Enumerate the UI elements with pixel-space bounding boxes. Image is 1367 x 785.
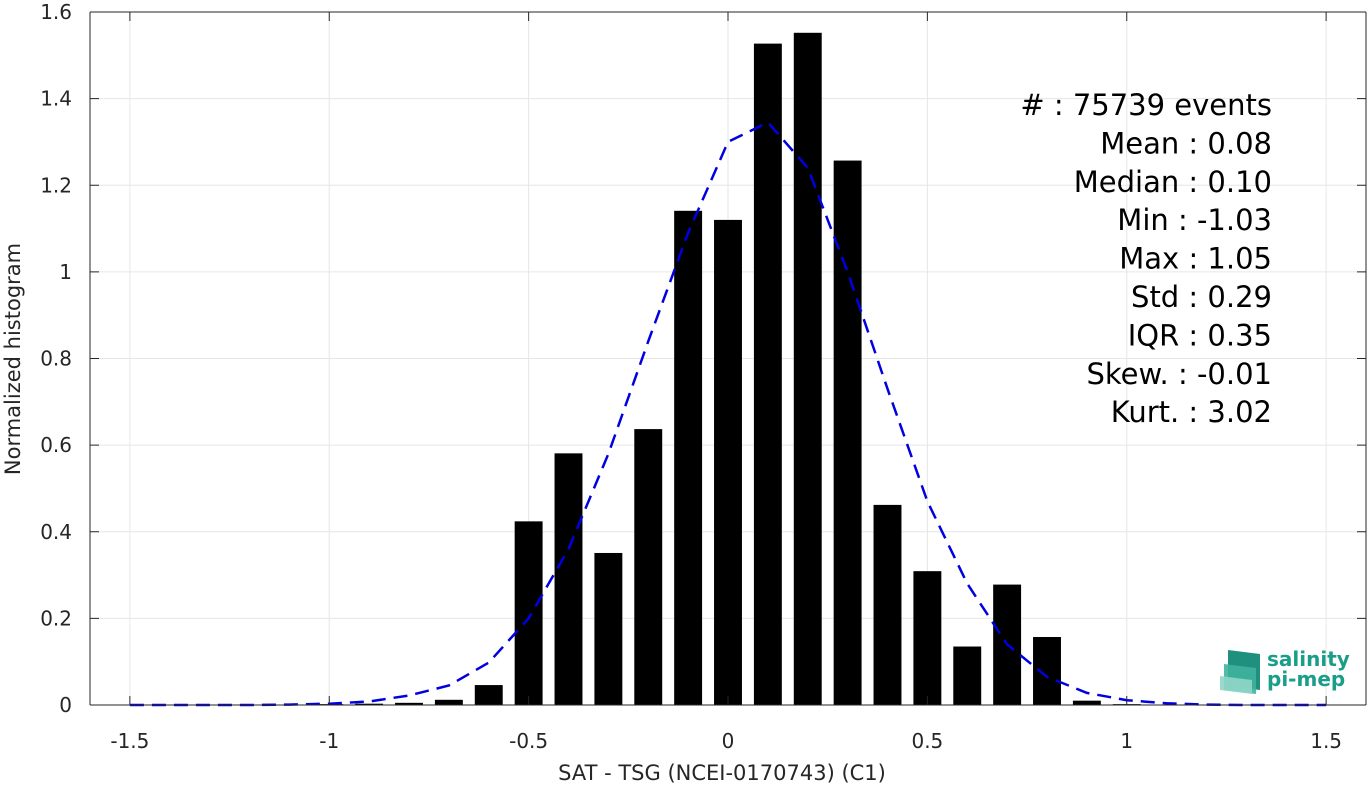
bar-11	[753, 43, 782, 706]
logo-mark-icon	[1220, 650, 1260, 694]
bar-18	[1033, 636, 1061, 705]
bar-1	[355, 703, 384, 705]
stat-line-2: Median : 0.10	[1074, 165, 1272, 199]
y-tick-label-2: 0.4	[40, 520, 72, 544]
y-tick-label-6: 1.2	[40, 173, 72, 197]
y-tick-label-5: 1	[59, 260, 72, 284]
bar-15	[913, 571, 942, 705]
x-tick-labels: -1.5 -1 -0.5 0 0.5 1 1.5	[110, 729, 1342, 753]
bar-4	[474, 685, 503, 705]
logo-line-1: salinity	[1267, 647, 1350, 671]
bar-9	[674, 210, 703, 705]
x-tick-label-2: -0.5	[509, 729, 548, 753]
stat-line-3: Min : -1.03	[1117, 203, 1272, 237]
salinity-pi-mep-logo: salinity pi-mep	[1220, 647, 1350, 694]
stat-line-8: Kurt. : 3.02	[1111, 395, 1272, 429]
bars-group	[315, 32, 1141, 706]
x-tick-label-6: 1.5	[1310, 729, 1342, 753]
y-tick-labels: 0 0.2 0.4 0.6 0.8 1 1.2 1.4 1.6	[40, 0, 72, 717]
stat-line-5: Std : 0.29	[1131, 280, 1272, 314]
stat-line-7: Skew. : -0.01	[1086, 357, 1272, 391]
stat-line-6: IQR : 0.35	[1128, 318, 1272, 352]
x-tick-label-5: 1	[1120, 729, 1133, 753]
x-tick-label-0: -1.5	[110, 729, 149, 753]
statistics-box: # : 75739 events Mean : 0.08 Median : 0.10…	[1020, 88, 1272, 429]
x-tick-label-1: -1	[319, 729, 339, 753]
stat-line-1: Mean : 0.08	[1100, 126, 1272, 160]
y-axis-label: Normalized histogram	[1, 243, 25, 475]
y-tick-label-7: 1.4	[40, 87, 72, 111]
bar-8	[634, 429, 663, 705]
bar-6	[554, 453, 583, 705]
x-tick-label-3: 0	[722, 729, 735, 753]
x-tick-label-4: 0.5	[911, 729, 943, 753]
tick-marks	[90, 11, 1366, 706]
logo-line-2: pi-mep	[1267, 667, 1345, 691]
stat-line-4: Max : 1.05	[1119, 242, 1272, 276]
y-tick-label-0: 0	[59, 693, 72, 717]
x-axis-label: SAT - TSG (NCEI-0170743) (C1)	[558, 761, 886, 785]
bar-7	[594, 552, 623, 705]
bar-12	[793, 32, 822, 706]
bar-16	[953, 646, 982, 705]
y-tick-label-4: 0.8	[40, 347, 72, 371]
bar-2	[395, 702, 423, 705]
bar-14	[873, 504, 902, 705]
bar-19	[1072, 700, 1101, 705]
y-tick-label-8: 1.6	[40, 0, 72, 24]
bar-5	[514, 521, 543, 705]
stat-line-0: # : 75739 events	[1020, 88, 1272, 122]
bar-10	[714, 219, 742, 705]
bar-3	[434, 699, 463, 705]
y-tick-label-3: 0.6	[40, 433, 72, 457]
y-tick-label-1: 0.2	[40, 606, 72, 630]
bar-13	[833, 160, 862, 705]
